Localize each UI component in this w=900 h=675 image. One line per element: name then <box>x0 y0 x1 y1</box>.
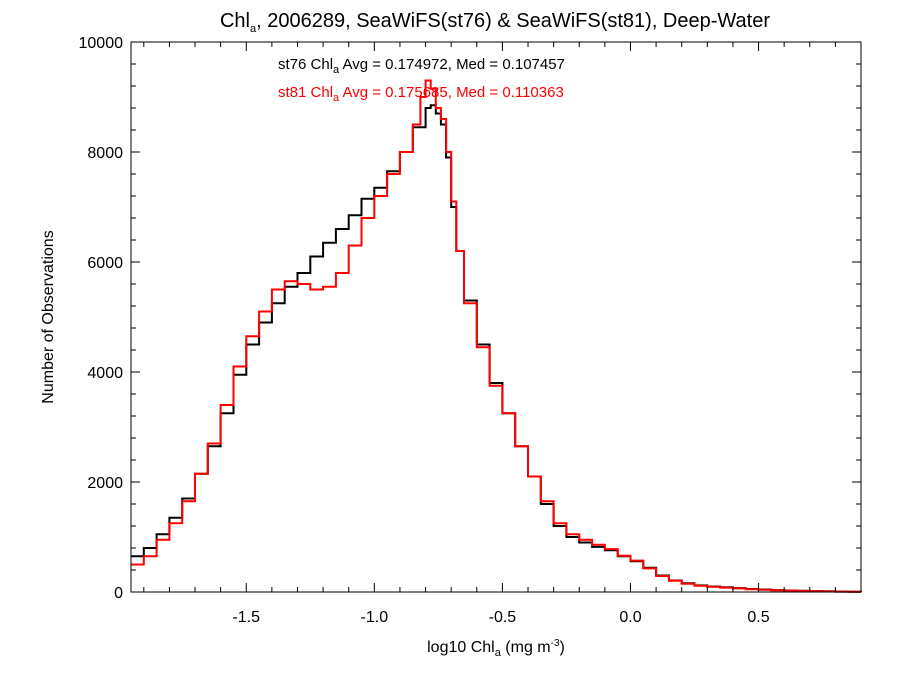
y-axis-label: Number of Observations <box>40 230 57 403</box>
x-tick-label: -1.0 <box>361 609 389 626</box>
annotation-st81: st81 Chla Avg = 0.175685, Med = 0.110363 <box>278 84 564 104</box>
y-tick-label: 10000 <box>79 35 124 52</box>
axis-ticks: -1.5 -1.0 -0.5 0.0 0.5 0 2000 4000 6000 8000 10000 <box>79 35 862 626</box>
x-tick-label: 0.5 <box>747 609 769 626</box>
x-tick-label: -0.5 <box>489 609 517 626</box>
x-tick-label: 0.0 <box>619 609 641 626</box>
y-tick-label: 0 <box>114 585 123 602</box>
y-tick-label: 8000 <box>87 145 123 162</box>
y-tick-label: 2000 <box>87 475 123 492</box>
x-axis-label: log10 Chla (mg m-3) <box>427 638 565 659</box>
x-tick-label: -1.5 <box>232 609 260 626</box>
chart-title: Chla, 2006289, SeaWiFS(st76) & SeaWiFS(s… <box>220 10 770 35</box>
annotation-st76: st76 Chla Avg = 0.174972, Med = 0.107457 <box>278 56 565 76</box>
y-tick-label: 4000 <box>87 365 123 382</box>
plot-frame <box>130 41 862 593</box>
y-tick-label: 6000 <box>87 255 123 272</box>
